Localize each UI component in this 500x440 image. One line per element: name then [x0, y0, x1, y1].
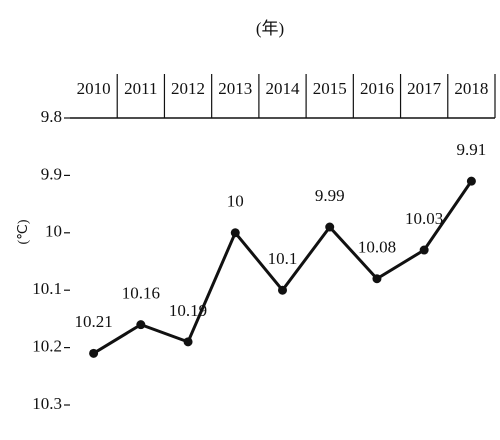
point: [136, 320, 146, 330]
point: [230, 228, 240, 238]
point: [89, 348, 99, 358]
value-label: 10.21: [74, 312, 112, 331]
value-label: 10.16: [122, 284, 160, 303]
x-tick-label: 2016: [360, 79, 394, 98]
y-axis-label: (℃): [16, 219, 31, 244]
y-tick-label: 10.2: [32, 337, 62, 356]
value-label: 9.99: [315, 186, 345, 205]
point: [278, 285, 287, 295]
y-tick-label: 10.3: [32, 394, 62, 413]
value-label: 10.1: [268, 249, 298, 268]
x-tick-label: 2012: [171, 79, 205, 98]
y-tick-label: 9.9: [41, 164, 62, 183]
x-tick-label: 2015: [313, 79, 347, 98]
x-tick-label: 2017: [407, 79, 442, 98]
chart-title: (年): [256, 19, 284, 38]
point: [183, 337, 193, 347]
x-tick-label: 2011: [124, 79, 157, 98]
y-tick-label: 10: [45, 222, 62, 241]
point: [325, 222, 335, 232]
point: [372, 274, 382, 284]
y-tick-label: 10.1: [32, 279, 62, 298]
x-tick-label: 2018: [454, 79, 488, 98]
x-tick-label: 2014: [266, 79, 301, 98]
value-label: 10.19: [169, 301, 207, 320]
x-tick-label: 2010: [77, 79, 111, 98]
point: [419, 245, 429, 255]
x-tick-label: 2013: [218, 79, 252, 98]
value-label: 10.08: [358, 238, 396, 257]
y-tick-label: 9.8: [41, 107, 62, 126]
point: [466, 176, 476, 186]
value-label: 10.03: [405, 209, 443, 228]
value-label: 10: [227, 192, 244, 211]
value-label: 9.91: [457, 140, 487, 159]
